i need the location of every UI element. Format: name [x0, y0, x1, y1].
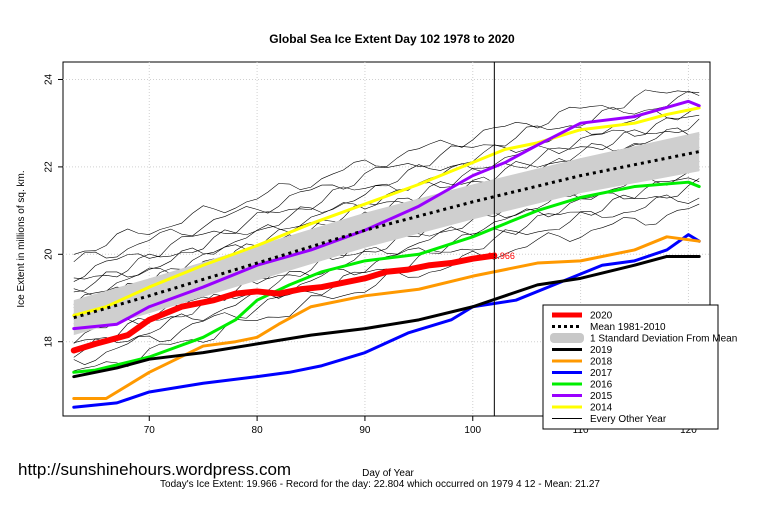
- every-other-year-line: [73, 90, 700, 263]
- x-axis-label: Day of Year: [362, 468, 414, 479]
- legend-label: Mean 1981-2010: [590, 322, 666, 333]
- current-day-marker: 19.966: [487, 62, 515, 416]
- legend-label: 1 Standard Deviation From Mean: [590, 334, 737, 345]
- x-tick-label: 100: [464, 425, 481, 436]
- x-tick-label: 80: [252, 425, 264, 436]
- series-line-2019: [72, 254, 701, 379]
- y-tick-label: 20: [44, 248, 55, 260]
- legend-item: Every Other Year: [552, 414, 667, 425]
- sd-band: [73, 131, 700, 336]
- legend-label: 2016: [590, 380, 613, 391]
- legend-item: Mean 1981-2010: [552, 322, 666, 333]
- legend-label: 2014: [590, 403, 613, 414]
- legend-item: 1 Standard Deviation From Mean: [550, 333, 737, 345]
- every-other-year-line: [73, 105, 700, 282]
- mean-polyline: [73, 150, 700, 320]
- sd-band-area: [73, 131, 700, 336]
- every-other-year-line: [73, 89, 700, 255]
- legend-item: 2014: [552, 403, 613, 414]
- legend-label: 2015: [590, 391, 613, 402]
- series-line-2016: [72, 180, 701, 374]
- series-line-2017: [72, 233, 701, 409]
- series-lines: [70, 99, 701, 409]
- legend-item: 2019: [552, 345, 613, 356]
- legend-swatch: [550, 333, 584, 343]
- y-tick-label: 24: [44, 73, 55, 85]
- x-tick-label: 70: [144, 425, 156, 436]
- y-axis-label: Ice Extent in millions of sq. km.: [16, 170, 27, 307]
- plot-area: 19.966: [62, 61, 711, 417]
- legend-item: 2018: [552, 357, 613, 368]
- current-value-label: 19.966: [487, 251, 515, 261]
- legend-item: 2016: [552, 380, 613, 391]
- y-axis-ticks: 18 20 22 24: [44, 73, 63, 347]
- series-line-2020: [70, 252, 498, 354]
- plot-border: [62, 61, 711, 417]
- chart-title: Global Sea Ice Extent Day 102 1978 to 20…: [269, 32, 515, 46]
- series-line-2014: [72, 106, 701, 317]
- x-tick-label: 90: [359, 425, 371, 436]
- footer-url: http://sunshinehours.wordpress.com: [18, 460, 291, 479]
- series-line-2015: [72, 99, 701, 331]
- x-tick-label: 110: [573, 425, 589, 436]
- legend-item: 2017: [552, 368, 613, 379]
- legend-label: 2018: [590, 357, 613, 368]
- legend-item: 2015: [552, 391, 613, 402]
- x-tick-label: 120: [680, 425, 697, 436]
- mean-line: [73, 150, 700, 320]
- legend-item: 2020: [552, 311, 613, 322]
- y-tick-label: 22: [44, 161, 55, 173]
- y-tick-label: 18: [44, 336, 55, 348]
- every-other-year-line: [73, 114, 700, 280]
- legend-label: 2017: [590, 368, 613, 379]
- legend-label: 2019: [590, 345, 613, 356]
- every-other-year-line: [73, 178, 700, 358]
- legend-label: 2020: [590, 311, 613, 322]
- legend-label: Every Other Year: [590, 414, 667, 425]
- caption: Today's Ice Extent: 19.966 - Record for …: [160, 479, 600, 490]
